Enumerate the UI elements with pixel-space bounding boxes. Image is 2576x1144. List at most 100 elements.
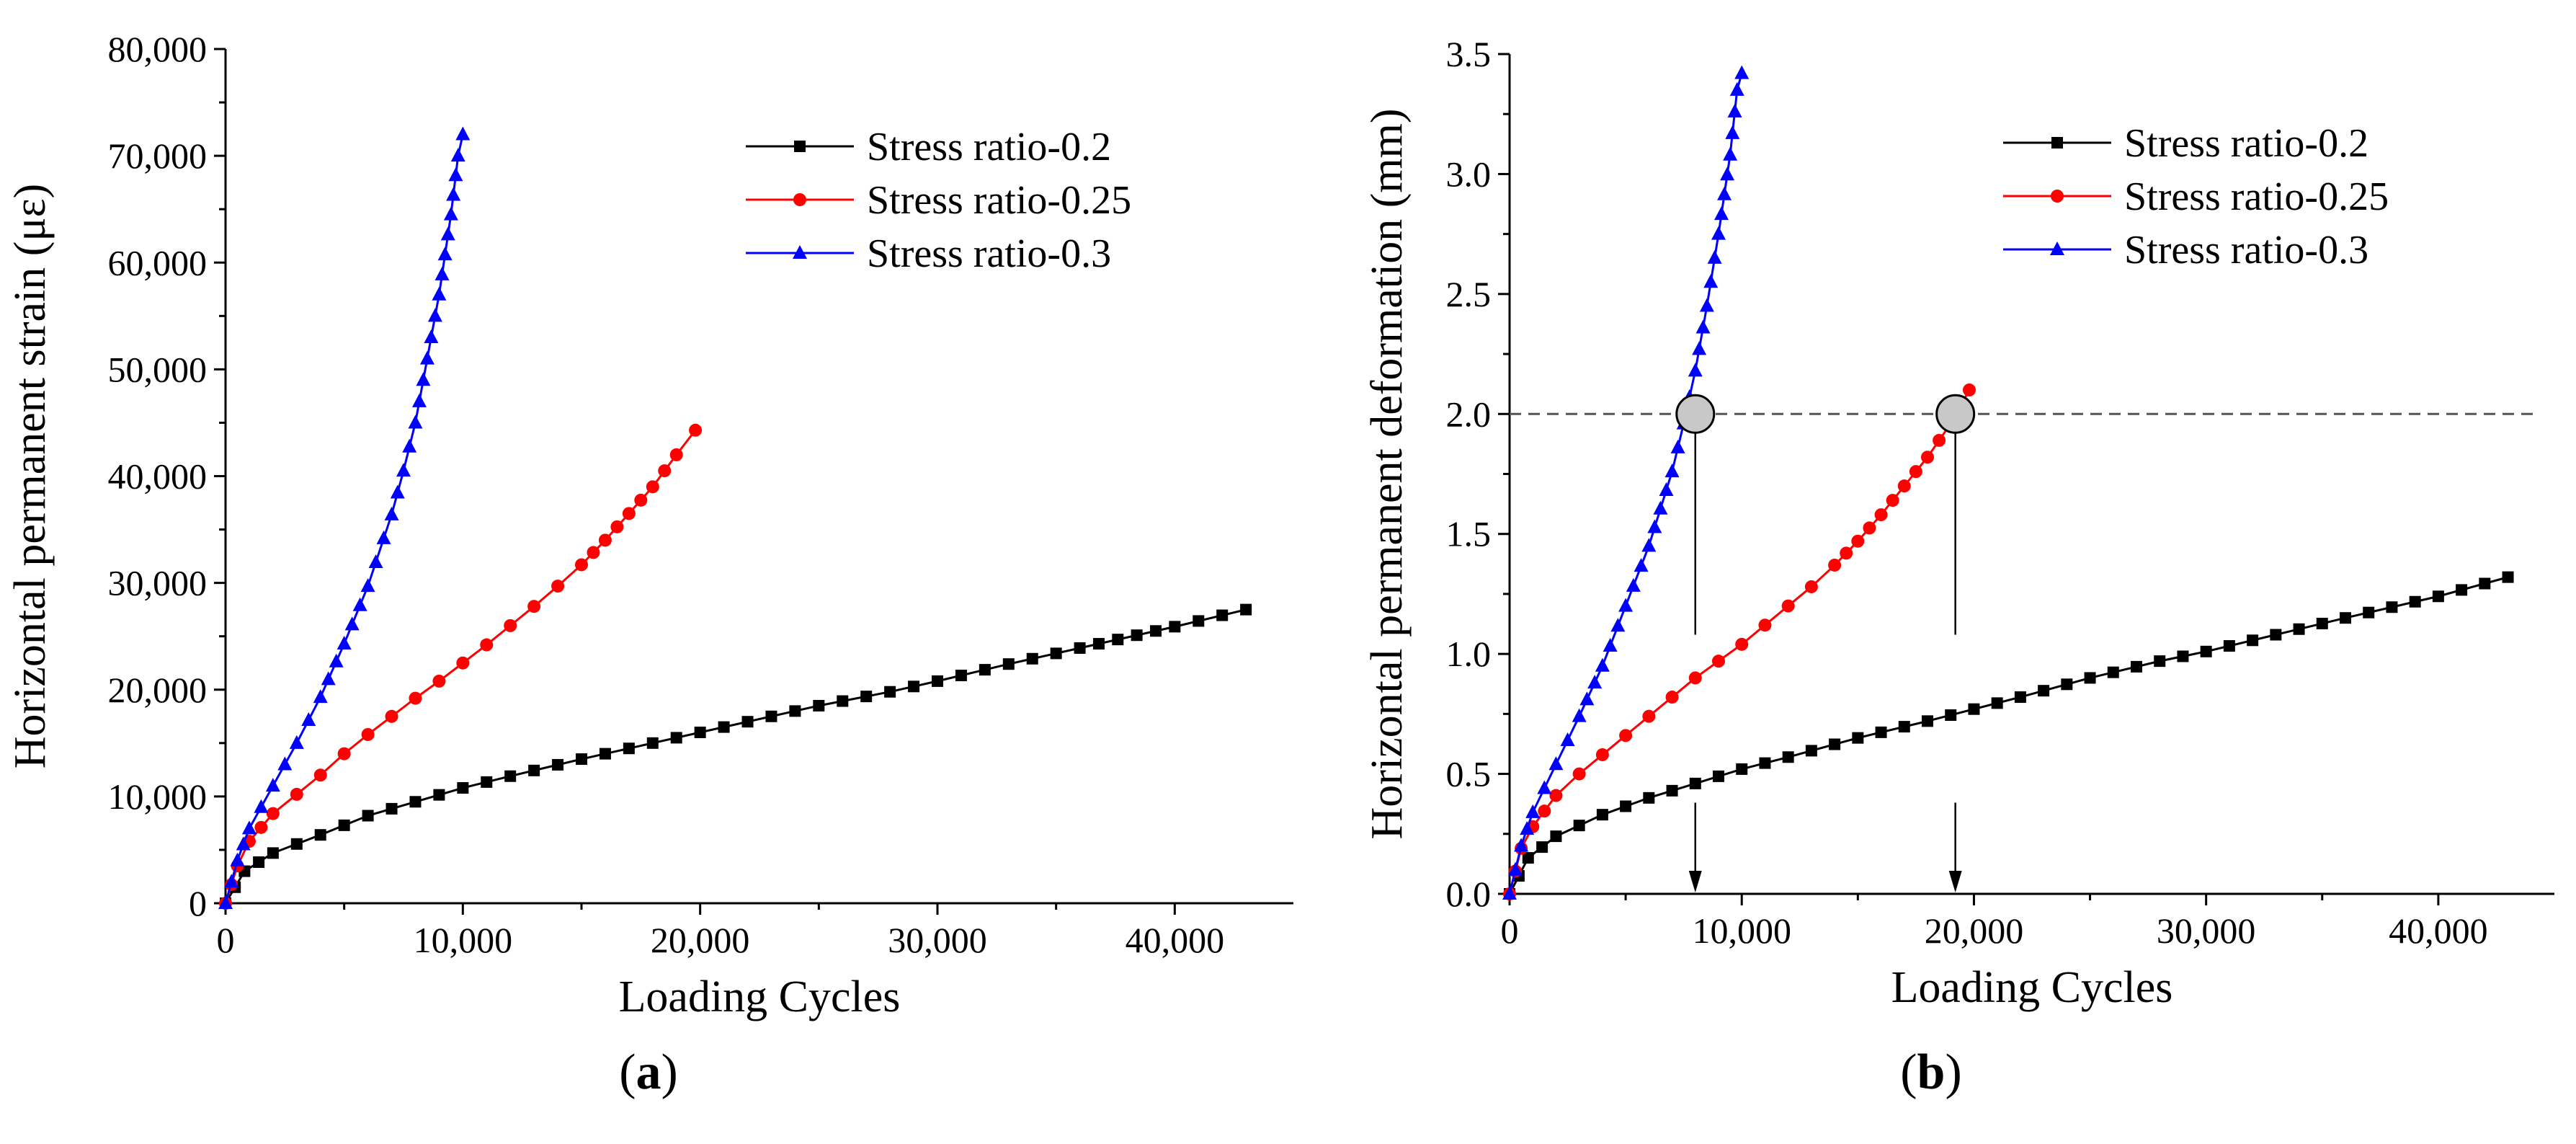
data-point: [450, 148, 465, 162]
data-point: [1734, 65, 1750, 79]
data-point: [1759, 757, 1771, 769]
data-point: [718, 721, 730, 733]
data-point: [1647, 519, 1662, 533]
data-point: [337, 636, 352, 650]
data-point: [860, 691, 873, 703]
data-point: [1804, 580, 1818, 593]
data-point: [402, 438, 417, 453]
data-point: [1560, 732, 1575, 746]
data-point: [1240, 603, 1252, 616]
data-point: [1537, 780, 1552, 794]
data-point: [1909, 465, 1922, 479]
legend-item-0: Stress ratio-0.2: [746, 125, 1111, 169]
threshold-arrow-head: [1948, 871, 1962, 892]
data-point: [504, 770, 517, 782]
data-point: [1502, 886, 1517, 900]
legend-label: Stress ratio-0.25: [867, 178, 1131, 223]
data-point: [2316, 617, 2328, 629]
data-point: [599, 748, 611, 760]
data-point: [2363, 606, 2375, 618]
y-tick-label: 1.0: [1446, 634, 1492, 674]
data-point: [2293, 623, 2305, 635]
data-point: [2270, 629, 2282, 641]
legend-label: Stress ratio-0.3: [2124, 228, 2368, 272]
legend-marker: [793, 193, 806, 206]
data-point: [1653, 500, 1668, 515]
data-point: [337, 747, 351, 761]
data-point: [1688, 363, 1703, 377]
panel-a-strain-chart: 0 10,000 20,000 30,000 40,000 0 10,000 20,000 30…: [6, 29, 1293, 1100]
data-point: [1618, 598, 1634, 612]
legend-label: Stress ratio-0.25: [2124, 174, 2389, 219]
data-point: [1596, 809, 1608, 821]
data-point: [416, 372, 431, 386]
x-tick-label: 20,000: [651, 920, 750, 960]
x-tick-label: 10,000: [1692, 910, 1791, 951]
data-point: [409, 796, 422, 808]
data-point: [1508, 861, 1523, 876]
data-point: [1659, 482, 1674, 496]
data-point: [576, 753, 587, 766]
x-tick-label: 40,000: [2389, 910, 2488, 951]
data-point: [1699, 298, 1714, 312]
panel-b-deformation-chart: 0 10,000 20,000 30,000 40,000 0.0 0.5 1.0 1.5 2.0…: [1363, 34, 2554, 1100]
data-point: [408, 414, 423, 429]
legend-marker: [2051, 137, 2063, 148]
data-point: [1897, 479, 1911, 493]
data-point: [1548, 756, 1564, 771]
data-point: [504, 618, 517, 632]
legend-item-2: Stress ratio-0.3: [2003, 228, 2368, 272]
data-point: [884, 686, 896, 698]
data-point: [1619, 729, 1633, 742]
data-point: [587, 546, 600, 559]
threshold-crossing-marker: [1935, 394, 1976, 434]
x-axis-title: Loading Cycles: [619, 972, 901, 1021]
data-point: [241, 820, 257, 835]
data-point: [1945, 709, 1957, 722]
data-point: [789, 705, 801, 717]
series-line-2: [1508, 73, 1743, 895]
data-point: [432, 674, 446, 688]
data-point: [1670, 439, 1685, 453]
data-point: [1874, 508, 1888, 522]
data-point: [230, 852, 245, 866]
data-point: [1805, 745, 1817, 757]
x-tick-label: 40,000: [1126, 920, 1225, 960]
threshold-crossing-marker: [1675, 394, 1716, 434]
data-point: [1572, 767, 1586, 781]
data-point: [2014, 691, 2026, 704]
y-tick-label: 10,000: [108, 776, 208, 817]
data-point: [434, 266, 450, 280]
data-point: [443, 206, 458, 221]
data-point: [457, 782, 469, 794]
data-point: [1634, 558, 1649, 572]
data-point: [2432, 590, 2444, 603]
data-point: [253, 856, 265, 868]
series-triangle: [1502, 65, 1750, 900]
data-point: [670, 732, 682, 744]
data-point: [424, 329, 439, 343]
data-point: [1131, 629, 1143, 642]
x-tick-label: 10,000: [414, 920, 513, 960]
data-point: [1758, 618, 1772, 632]
series-circle: [219, 423, 703, 910]
data-point: [1863, 521, 1876, 535]
x-tick-label: 30,000: [888, 920, 987, 960]
data-point: [1963, 383, 1976, 396]
y-tick-label: 80,000: [108, 29, 208, 69]
data-point: [1666, 784, 1678, 797]
series-line-0: [224, 608, 1247, 904]
legend-item-1: Stress ratio-0.25: [2003, 174, 2389, 219]
data-point: [1714, 206, 1729, 221]
data-point: [2340, 612, 2351, 624]
data-point: [1720, 167, 1735, 181]
y-tick-label: 3.0: [1446, 154, 1492, 194]
data-point: [2409, 595, 2421, 608]
data-point: [290, 787, 303, 801]
panel-label: (b): [1900, 1045, 1962, 1100]
x-tick-label: 20,000: [1925, 910, 2024, 951]
y-tick-label: 2.5: [1446, 274, 1492, 314]
data-point: [361, 727, 375, 741]
data-point: [1782, 751, 1794, 763]
data-point: [254, 799, 269, 813]
